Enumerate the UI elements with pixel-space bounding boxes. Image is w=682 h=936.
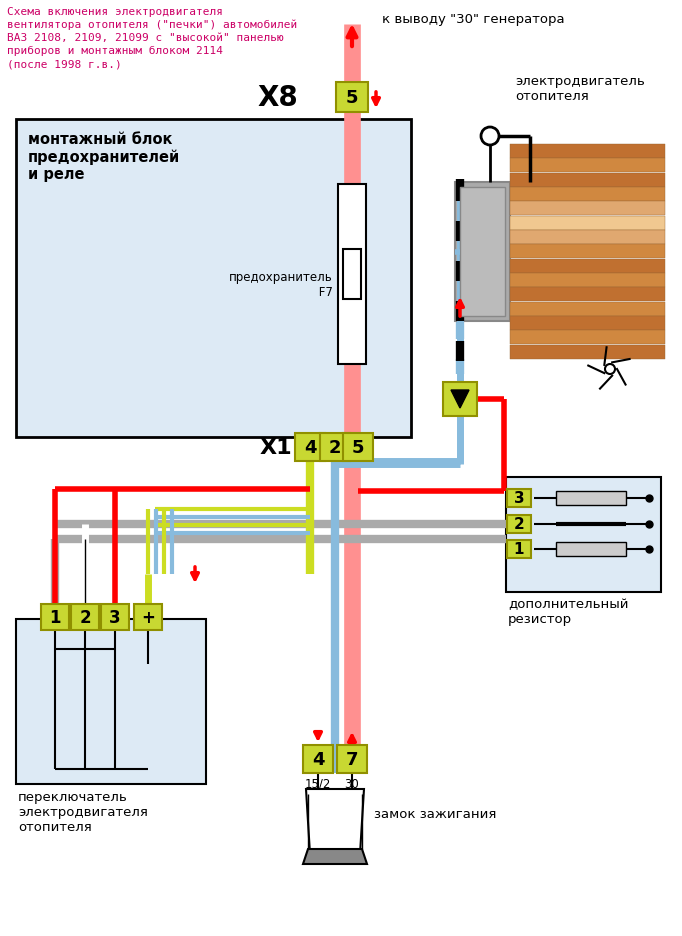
Bar [556, 543, 626, 556]
Bar [295, 433, 325, 461]
Bar [510, 245, 665, 259]
Text: 3: 3 [109, 608, 121, 626]
Bar [507, 490, 531, 507]
Text: 5: 5 [346, 89, 358, 107]
Circle shape [481, 128, 499, 146]
Bar [338, 184, 366, 365]
Bar [510, 216, 665, 230]
Bar [510, 145, 665, 159]
Bar [510, 288, 665, 301]
Text: 1: 1 [49, 608, 61, 626]
Bar [41, 605, 69, 630]
Text: монтажный блок
предохранителей
и реле: монтажный блок предохранителей и реле [28, 132, 180, 183]
Text: дополнительный
резистор: дополнительный резистор [508, 597, 629, 625]
Bar [460, 187, 505, 317]
Bar [320, 433, 350, 461]
Text: Х8: Х8 [257, 84, 298, 112]
Text: 2: 2 [79, 608, 91, 626]
Bar [510, 259, 665, 273]
Bar [16, 620, 206, 784]
Bar [343, 433, 373, 461]
Bar [455, 183, 510, 322]
Bar [510, 316, 665, 330]
Text: к выводу "30" генератора: к выводу "30" генератора [382, 13, 565, 26]
Bar [510, 173, 665, 187]
Bar [443, 383, 477, 417]
Text: 3: 3 [514, 491, 524, 506]
Text: электродвигатель
отопителя: электродвигатель отопителя [515, 75, 644, 103]
Text: Схема включения электродвигателя
вентилятора отопителя ("печки") автомобилей
ВАЗ: Схема включения электродвигателя вентиля… [7, 7, 297, 69]
Bar [506, 477, 661, 592]
Bar [510, 273, 665, 287]
Bar [510, 345, 665, 359]
Text: 7: 7 [346, 750, 358, 768]
Polygon shape [306, 789, 364, 854]
Bar [134, 605, 162, 630]
Polygon shape [451, 390, 469, 408]
Bar [16, 120, 411, 437]
Text: Х1: Х1 [259, 437, 292, 458]
Text: 2: 2 [514, 517, 524, 532]
Text: 15/2: 15/2 [305, 777, 331, 790]
Circle shape [605, 365, 615, 374]
Bar [510, 302, 665, 316]
Bar [510, 231, 665, 244]
Bar [510, 331, 665, 344]
Bar [510, 159, 665, 173]
Text: 4: 4 [312, 750, 324, 768]
Bar [556, 491, 626, 505]
Bar [343, 250, 361, 300]
Text: 4: 4 [303, 439, 316, 457]
Text: замок зажигания: замок зажигания [374, 808, 496, 821]
Text: предохранитель
     F7: предохранитель F7 [229, 271, 333, 299]
Bar [336, 83, 368, 113]
Text: 5: 5 [352, 439, 364, 457]
Bar [101, 605, 129, 630]
Text: переключатель
электродвигателя
отопителя: переключатель электродвигателя отопителя [18, 790, 148, 833]
Polygon shape [303, 849, 367, 864]
Bar [510, 202, 665, 216]
Text: 30: 30 [344, 777, 359, 790]
Bar [337, 745, 367, 773]
Bar [507, 516, 531, 534]
Bar [303, 745, 333, 773]
Bar [507, 540, 531, 559]
Text: 1: 1 [514, 542, 524, 557]
Bar [510, 188, 665, 201]
Text: 2: 2 [329, 439, 341, 457]
Text: +: + [141, 608, 155, 626]
Bar [71, 605, 99, 630]
